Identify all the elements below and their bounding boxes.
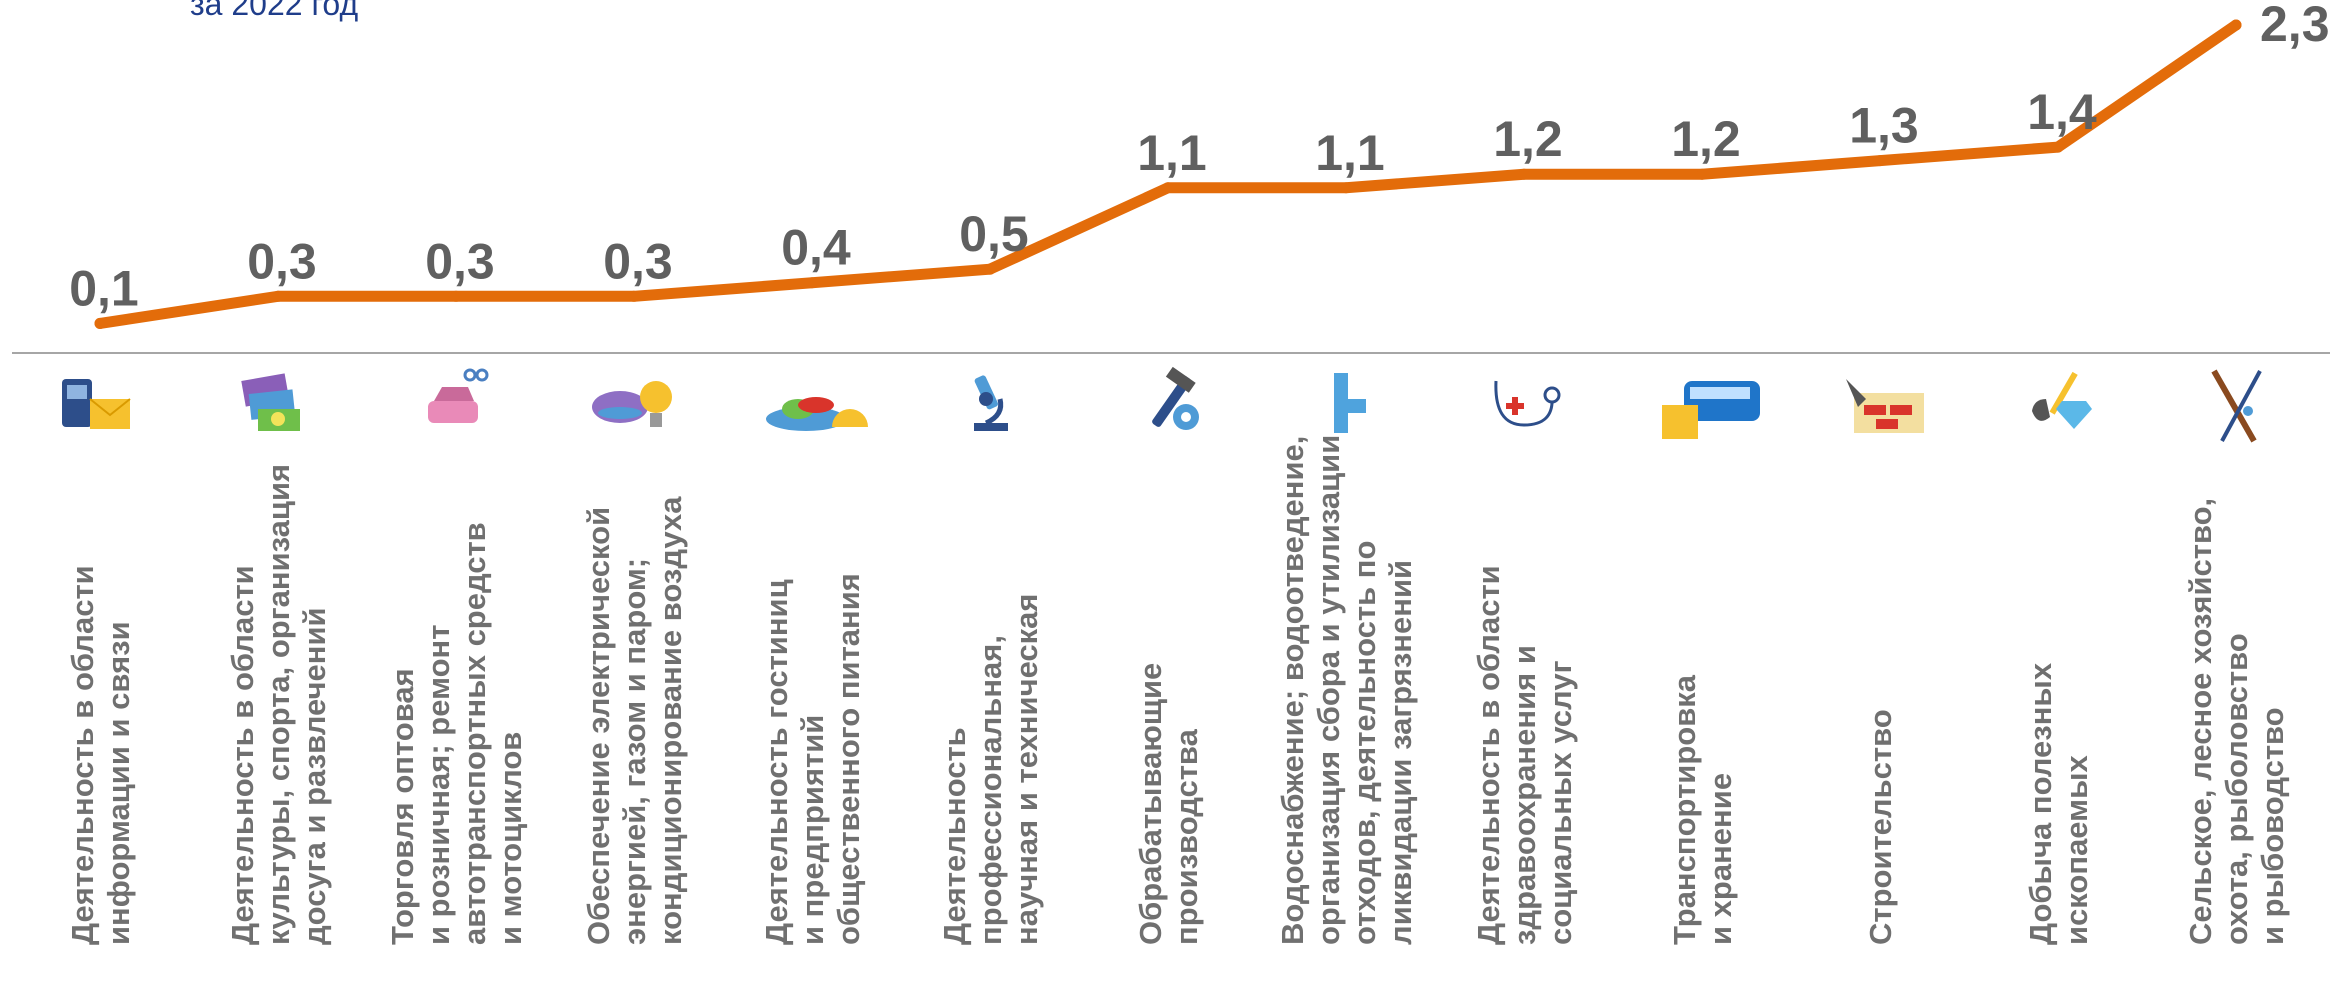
data-point — [2052, 141, 2064, 153]
category-label-line: Деятельность в области — [225, 565, 260, 945]
category-label-line: Торговля оптовая — [385, 668, 420, 945]
category-label: Обеспечение электрической энергией, газом… — [581, 496, 688, 945]
car-scissors-icon — [428, 368, 489, 423]
category-label: Добыча полезных ископаемых — [2023, 662, 2094, 945]
bricks-trowel-icon — [1846, 379, 1924, 433]
category-label-line: автотранспортных средств — [457, 522, 492, 945]
value-label: 1,4 — [2027, 84, 2097, 140]
value-labels: 0,1 0,3 0,3 0,3 0,4 0,5 1,1 1,1 1,2 1,2 1,3 1,4 2,3 — [69, 0, 2330, 329]
value-label: 1,3 — [1849, 98, 1919, 154]
data-point — [806, 277, 818, 289]
category-label-line: Обрабатывающие — [1133, 663, 1168, 945]
category-labels: Деятельность в области информации и связи… — [65, 435, 2290, 945]
category-label: Строительство — [1863, 709, 1898, 945]
category-label-line: ископаемых — [2059, 754, 2094, 945]
value-label: 0,5 — [959, 206, 1029, 262]
category-label: Деятельность в области информации и связи — [65, 565, 136, 945]
category-label-line: научная и техническая — [1009, 594, 1044, 946]
data-point — [272, 290, 284, 302]
category-label-line: Строительство — [1863, 709, 1898, 945]
data-point — [450, 290, 462, 302]
category-label: Транспортировка и хранение — [1667, 674, 1738, 945]
category-label-line: охота, рыболовство — [2219, 633, 2254, 945]
value-label: 0,3 — [247, 233, 317, 289]
category-label-line: Обеспечение электрической — [581, 507, 616, 945]
category-label-line: производства — [1169, 728, 1204, 945]
category-label-line: здравоохранения и — [1507, 645, 1542, 945]
value-label: 0,3 — [425, 233, 495, 289]
bus-box-icon — [1662, 381, 1760, 439]
chart-subtitle: за 2022 год — [190, 0, 359, 22]
category-label: Деятельность в области культуры, спорта, … — [225, 464, 332, 945]
category-label-line: энергией, газом и паром; — [617, 558, 652, 945]
category-label: Деятельность гостиниц и предприятий общест… — [759, 573, 866, 945]
category-label-line: Добыча полезных — [2023, 662, 2058, 945]
category-label-line: общественного питания — [831, 573, 866, 945]
category-label-line: Деятельность — [937, 727, 972, 945]
category-label: Деятельность профессиональная, научная и т… — [937, 594, 1044, 946]
data-point — [628, 290, 640, 302]
pipe-icon — [1334, 373, 1366, 433]
category-label-line: организация сбора и утилизации — [1311, 435, 1346, 945]
category-label-line: Водоснабжение; водоотведение, — [1275, 436, 1310, 945]
category-label-line: и предприятий — [795, 715, 830, 945]
value-label: 0,4 — [781, 220, 851, 276]
data-point — [984, 263, 996, 275]
category-label: Обрабатывающие производства — [1133, 663, 1204, 945]
category-label-line: информации и связи — [101, 621, 136, 945]
phone-mail-icon — [62, 379, 131, 429]
value-label: 0,3 — [603, 233, 673, 289]
category-label-line: досуга и развлечений — [297, 607, 332, 945]
data-point — [2230, 19, 2242, 31]
shovel-diamond-icon — [2032, 371, 2092, 429]
category-label-line: ликвидации загрязнений — [1383, 560, 1418, 945]
tickets-masks-icon — [241, 373, 300, 431]
data-point — [94, 317, 106, 329]
category-label-line: отходов, деятельность по — [1347, 541, 1382, 945]
category-label-line: кондиционирование воздуха — [653, 496, 688, 945]
category-label-line: Транспортировка — [1667, 674, 1702, 945]
data-point — [1874, 155, 1886, 167]
category-label: Водоснабжение; водоотведение, организация… — [1275, 435, 1418, 945]
value-label: 0,1 — [69, 260, 139, 316]
category-label: Сельское, лесное хозяйство, охота, рыболо… — [2183, 498, 2290, 945]
value-label: 1,2 — [1493, 111, 1563, 167]
energy-bulb-icon — [592, 381, 672, 427]
hammer-gear-icon — [1152, 366, 1199, 430]
category-label-line: профессиональная, — [973, 635, 1008, 945]
food-plate-icon — [766, 397, 868, 431]
rod-rifle-icon — [2211, 369, 2262, 443]
value-label: 1,1 — [1137, 125, 1207, 181]
value-label: 1,1 — [1315, 125, 1385, 181]
category-label-line: социальных услуг — [1543, 660, 1578, 945]
microscope-icon — [974, 375, 1008, 431]
data-point — [1340, 182, 1352, 194]
data-point — [1518, 168, 1530, 180]
category-label-line: и хранение — [1703, 773, 1738, 945]
category-label-line: и розничная; ремонт — [421, 625, 456, 945]
data-point — [1696, 168, 1708, 180]
stethoscope-icon — [1494, 380, 1561, 427]
data-point — [1162, 182, 1174, 194]
value-label: 1,2 — [1671, 111, 1741, 167]
category-label-line: культуры, спорта, организация — [261, 464, 296, 945]
category-label-line: Деятельность в области — [1471, 565, 1506, 945]
category-label-line: Деятельность гостиниц — [759, 579, 794, 945]
category-label-line: и мотоциклов — [493, 732, 528, 945]
category-icons — [62, 366, 2262, 443]
category-label-line: Деятельность в области — [65, 565, 100, 945]
category-label-line: Сельское, лесное хозяйство, — [2183, 498, 2218, 945]
category-label: Торговля оптовая и розничная; ремонт автот… — [385, 522, 528, 945]
category-label-line: и рыбоводство — [2255, 707, 2290, 945]
value-label: 2,3 — [2260, 0, 2330, 52]
